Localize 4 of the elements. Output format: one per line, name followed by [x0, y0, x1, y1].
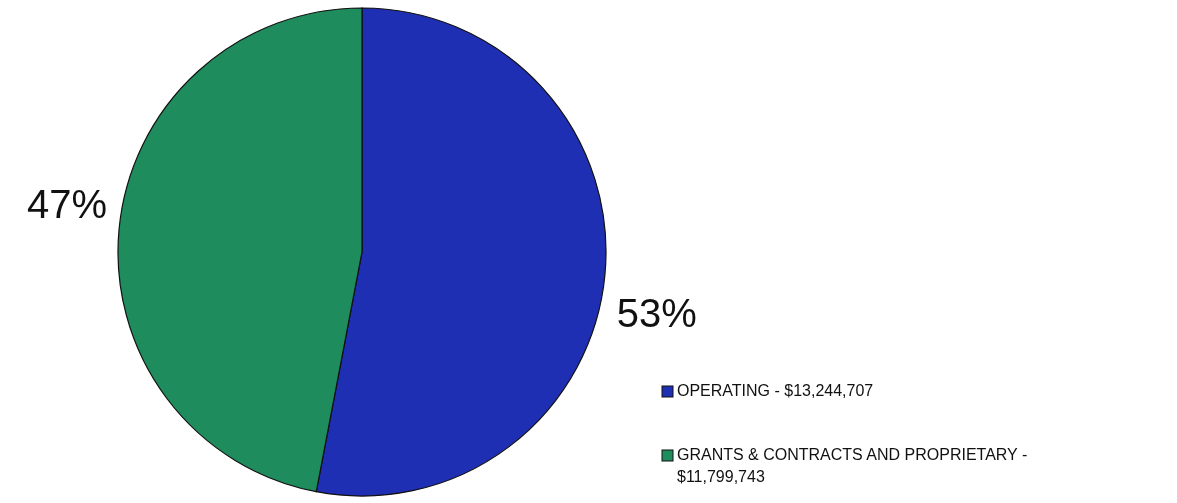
legend-label: GRANTS & CONTRACTS AND PROPRIETARY - $11,799,743	[677, 446, 1028, 486]
data-label: 53%	[616, 290, 697, 335]
data-label: 47%	[27, 182, 108, 227]
legend-label: OPERATING - $13,244,707	[677, 382, 874, 400]
